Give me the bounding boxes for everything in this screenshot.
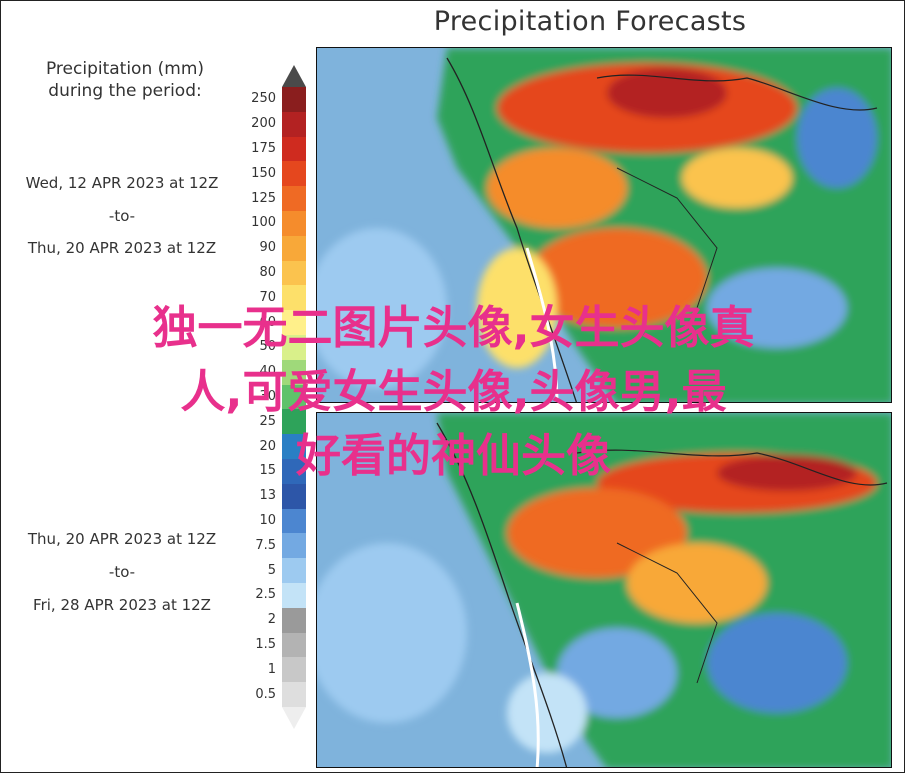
colorbar-tick-label: 125 <box>251 190 276 206</box>
colorbar-swatch <box>282 632 306 658</box>
colorbar-swatch <box>282 136 306 162</box>
colorbar-tick-label: 2.5 <box>255 587 276 603</box>
colorbar-swatch <box>282 459 306 485</box>
colorbar-tick-label: 10 <box>259 513 276 528</box>
colorbar-tick-label: 90 <box>259 240 276 256</box>
colorbar-tick-label: 100 <box>251 215 276 231</box>
colorbar-swatch <box>282 235 306 262</box>
colorbar-swatch <box>282 359 306 386</box>
colorbar-swatch <box>282 87 306 113</box>
period-2-end: Fri, 28 APR 2023 at 12Z <box>33 596 211 614</box>
watermark-text: 独一无二图片头像,女生头像真 人,可爱女生头像,头像男,最 好看的神仙头像 <box>0 296 907 488</box>
colorbar-tick-label: 13 <box>259 488 276 504</box>
colorbar-swatch <box>282 657 306 683</box>
period-1-separator: -to- <box>108 207 136 225</box>
precipitation-colorbar <box>282 87 306 708</box>
watermark-line-1: 独一无二图片头像,女生头像真 <box>152 301 755 354</box>
colorbar-tick-label: 25 <box>259 413 276 429</box>
colorbar-tick-label: 200 <box>251 116 276 132</box>
colorbar-swatch <box>282 111 306 138</box>
period-2-separator: -to- <box>108 563 136 581</box>
colorbar-swatch <box>282 409 306 435</box>
colorbar-tick-label: 2 <box>267 612 276 628</box>
colorbar-tick-label: 60 <box>259 314 276 330</box>
period-1-end: Thu, 20 APR 2023 at 12Z <box>27 239 217 257</box>
colorbar-tick-label: 0.5 <box>255 686 276 702</box>
period-1-start: Wed, 12 APR 2023 at 12Z <box>25 174 219 192</box>
colorbar-swatch <box>282 384 306 410</box>
colorbar-tick-label: 7.5 <box>255 537 276 553</box>
legend-title: Precipitation (mm) during the period: <box>10 58 240 102</box>
colorbar-swatch <box>282 483 306 510</box>
colorbar-tick-label: 1 <box>267 661 276 677</box>
colorbar-tick-label: 30 <box>259 389 276 404</box>
colorbar-swatch <box>282 186 306 212</box>
colorbar-tick-label: 70 <box>259 289 276 305</box>
legend-title-line2: during the period: <box>48 81 202 101</box>
colorbar-tick-label: 175 <box>251 141 276 156</box>
colorbar-swatch <box>282 533 306 559</box>
colorbar-swatch <box>282 161 306 187</box>
colorbar-swatch <box>282 682 306 708</box>
forecast-map-period-1 <box>316 47 892 403</box>
colorbar-tick-label: 40 <box>259 364 276 380</box>
period-2-start: Thu, 20 APR 2023 at 12Z <box>27 530 217 548</box>
colorbar-swatch <box>282 285 306 311</box>
colorbar-swatch <box>282 335 306 361</box>
colorbar-bottom-arrow <box>282 707 306 729</box>
colorbar-tick-label: 150 <box>251 165 276 181</box>
colorbar-swatch <box>282 260 306 286</box>
colorbar-swatch <box>282 211 306 237</box>
colorbar-tick-label: 20 <box>259 438 276 454</box>
legend-title-line1: Precipitation (mm) <box>45 59 205 79</box>
colorbar-tick-label: 1.5 <box>255 637 276 652</box>
colorbar-tick-label: 250 <box>251 91 276 107</box>
colorbar-swatch <box>282 558 306 584</box>
colorbar-swatch <box>282 310 306 336</box>
watermark-line-2: 人,可爱女生头像,头像男,最 <box>180 365 727 418</box>
page-title: Precipitation Forecasts <box>433 6 747 37</box>
colorbar-swatch <box>282 583 306 609</box>
colorbar-top-arrow <box>282 65 306 87</box>
colorbar-tick-label: 50 <box>259 339 276 355</box>
colorbar-swatch <box>282 607 306 634</box>
colorbar-tick-label: 80 <box>259 265 276 280</box>
colorbar-swatch <box>282 434 306 460</box>
watermark-line-3: 好看的神仙头像 <box>295 429 611 482</box>
forecast-map-period-2 <box>316 412 892 768</box>
colorbar-swatch <box>282 508 306 534</box>
colorbar-tick-label: 5 <box>267 562 276 578</box>
colorbar-tick-label: 15 <box>259 463 276 479</box>
